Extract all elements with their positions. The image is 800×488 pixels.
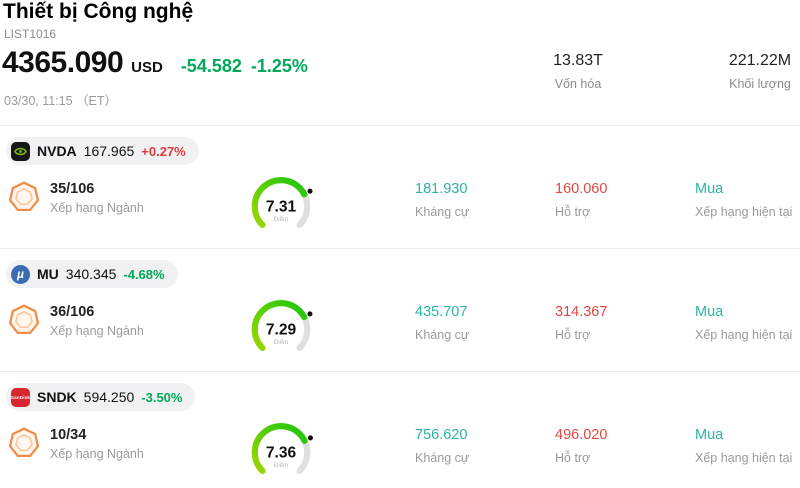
stock-change: -3.50% (141, 389, 183, 405)
index-change-pct: -1.25% (250, 56, 308, 76)
resistance-label: Kháng cự (415, 205, 470, 219)
stock-badge-nvda[interactable]: NVDA 167.965 +0.27% (6, 137, 199, 165)
score-label: Điểm (274, 339, 288, 346)
currency-label: USD (131, 59, 163, 76)
timestamp: 03/30, 11:15 （ET） (4, 94, 118, 108)
score-value: 7.29 (266, 321, 297, 338)
stock-row-sndk[interactable]: SanDisk SNDK 594.250 -3.50% 10/34 Xếp hạ… (0, 371, 800, 488)
score-gauge: 7.29 Điểm (251, 300, 313, 352)
score-gauge: 7.31 Điểm (251, 177, 313, 229)
stock-row-nvda[interactable]: NVDA 167.965 +0.27% 35/106 Xếp hạng Ngàn… (0, 125, 800, 248)
industry-rank: 36/106 (50, 304, 95, 320)
index-price: 4365.090 (2, 46, 124, 79)
page-title: Thiết bị Công nghệ (3, 0, 194, 23)
index-change-abs: -54.582 (180, 56, 242, 76)
micron-logo-icon: µ (11, 264, 30, 284)
index-price-row: 4365.090 USD -54.582 -1.25% (2, 46, 308, 80)
rating-label: Xếp hạng hiện tại (695, 205, 793, 219)
resistance-column: 435.707 Kháng cự (415, 304, 469, 342)
rating-value: Mua (695, 304, 724, 320)
stock-price: 167.965 (83, 143, 135, 159)
industry-rank-label: Xếp hạng Ngành (50, 324, 144, 338)
support-label: Hỗ trợ (555, 451, 591, 465)
market-cap-value: 13.83T (553, 52, 603, 69)
resistance-column: 181.930 Kháng cự (415, 181, 469, 219)
score-label: Điểm (274, 462, 288, 469)
score-label: Điểm (274, 216, 288, 223)
rating-label: Xếp hạng hiện tại (695, 451, 793, 465)
list-id: LIST1016 (4, 27, 57, 41)
stock-price: 340.345 (65, 266, 117, 282)
rating-label: Xếp hạng hiện tại (695, 328, 793, 342)
industry-rank: 35/106 (50, 181, 95, 197)
market-cap-stat: 13.83T Vốn hóa (536, 52, 620, 91)
volume-label: Khối lượng (729, 77, 791, 91)
nvidia-logo-icon (11, 141, 30, 161)
volume-value: 221.22M (728, 52, 792, 69)
sandisk-logo-icon: SanDisk (11, 387, 30, 407)
rating-column: Mua Xếp hạng hiện tại (695, 181, 792, 219)
ticker: NVDA (37, 143, 77, 159)
stock-row-mu[interactable]: µ MU 340.345 -4.68% 36/106 Xếp hạng Ngàn… (0, 248, 800, 371)
rating-column: Mua Xếp hạng hiện tại (695, 304, 792, 342)
score-value: 7.31 (266, 198, 297, 215)
support-column: 160.060 Hỗ trợ (555, 181, 607, 219)
support-column: 496.020 Hỗ trợ (555, 427, 607, 465)
resistance-label: Kháng cự (415, 328, 470, 342)
resistance-value: 756.620 (415, 427, 468, 443)
resistance-column: 756.620 Kháng cự (415, 427, 469, 465)
score-value: 7.36 (266, 444, 297, 461)
support-label: Hỗ trợ (555, 328, 591, 342)
score-gauge: 7.36 Điểm (251, 423, 313, 475)
gauge-arc-value (251, 423, 311, 475)
rating-value: Mua (695, 427, 724, 443)
index-change: -54.582 -1.25% (181, 56, 308, 77)
resistance-value: 435.707 (415, 304, 468, 320)
rating-column: Mua Xếp hạng hiện tại (695, 427, 792, 465)
ticker: SNDK (37, 389, 77, 405)
support-label: Hỗ trợ (555, 205, 591, 219)
resistance-label: Kháng cự (415, 451, 470, 465)
gauge-dot (307, 311, 313, 317)
support-value: 496.020 (555, 427, 608, 443)
gauge-arc-value (251, 177, 311, 229)
industry-rank-badge-icon (8, 181, 40, 212)
support-value: 160.060 (555, 181, 608, 197)
stock-change: -4.68% (123, 266, 165, 282)
stock-badge-mu[interactable]: µ MU 340.345 -4.68% (6, 260, 178, 288)
support-column: 314.367 Hỗ trợ (555, 304, 607, 342)
stock-change: +0.27% (141, 143, 186, 159)
stock-price: 594.250 (83, 389, 135, 405)
volume-stat: 221.22M Khối lượng (716, 52, 800, 91)
ticker: MU (37, 266, 59, 282)
industry-rank-badge-icon (8, 304, 40, 335)
gauge-arc-value (251, 300, 311, 352)
industry-rank-label: Xếp hạng Ngành (50, 201, 144, 215)
market-cap-label: Vốn hóa (554, 77, 602, 91)
resistance-value: 181.930 (415, 181, 468, 197)
support-value: 314.367 (555, 304, 608, 320)
industry-rank-label: Xếp hạng Ngành (50, 447, 144, 461)
industry-rank-badge-icon (8, 427, 40, 458)
rating-value: Mua (695, 181, 724, 197)
industry-rank: 10/34 (50, 427, 87, 443)
gauge-dot (307, 188, 313, 194)
stock-badge-sndk[interactable]: SanDisk SNDK 594.250 -3.50% (6, 383, 196, 411)
gauge-dot (307, 435, 313, 441)
